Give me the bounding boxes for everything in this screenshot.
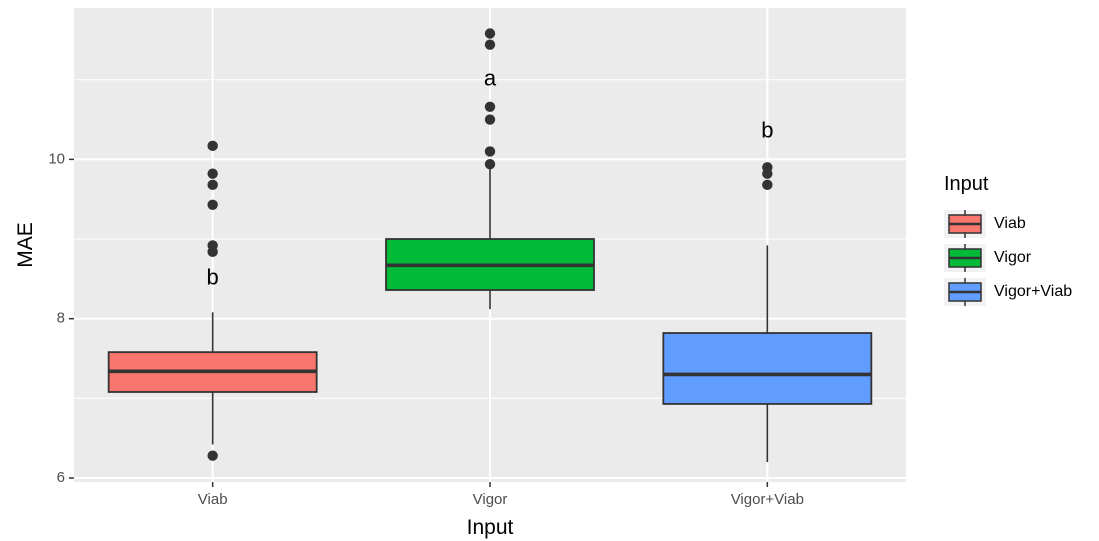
x-tick-label: Vigor [473, 491, 508, 508]
box-series: b a b [107, 28, 873, 463]
outlier-point [207, 199, 218, 210]
box-viab: b [107, 140, 318, 461]
outlier-point [207, 140, 218, 152]
x-axis: Viab Vigor Vigor+Viab [198, 482, 804, 508]
y-tick-label: 10 [48, 150, 65, 167]
legend-label: Vigor [994, 249, 1032, 266]
legend-title: Input [944, 173, 989, 195]
legend: Input Viab Vigor Vigor+Viab [944, 173, 1072, 306]
y-tick-label: 8 [57, 310, 65, 327]
outlier-point [207, 168, 218, 179]
outlier-point [207, 450, 218, 461]
legend-item: Vigor+Viab [944, 278, 1072, 306]
iqr-box [662, 332, 873, 405]
group-letter-annotation: a [484, 66, 497, 91]
legend-label: Viab [994, 215, 1026, 232]
legend-item: Vigor [944, 244, 1032, 272]
legend-label: Vigor+Viab [994, 283, 1072, 300]
outlier-point [762, 162, 773, 173]
y-tick-label: 6 [57, 469, 65, 486]
outlier-point [484, 158, 496, 170]
outlier-point [207, 240, 218, 251]
outlier-point [207, 179, 218, 191]
outlier-point [484, 28, 496, 39]
outlier-point [484, 146, 496, 157]
box-vigor: a [385, 28, 595, 310]
group-letter-annotation: b [207, 265, 219, 290]
outlier-point [484, 101, 496, 112]
y-axis: 6 8 10 [48, 150, 74, 486]
legend-item: Viab [944, 210, 1026, 238]
group-letter-annotation: b [761, 117, 773, 142]
box-vigor-viab: b [662, 117, 873, 463]
y-axis-title: MAE [14, 222, 37, 268]
outlier-point [762, 179, 773, 191]
x-axis-title: Input [467, 516, 514, 539]
x-tick-label: Vigor+Viab [731, 491, 804, 508]
outlier-point [484, 39, 496, 50]
x-tick-label: Viab [198, 491, 228, 508]
outlier-point [484, 114, 496, 125]
